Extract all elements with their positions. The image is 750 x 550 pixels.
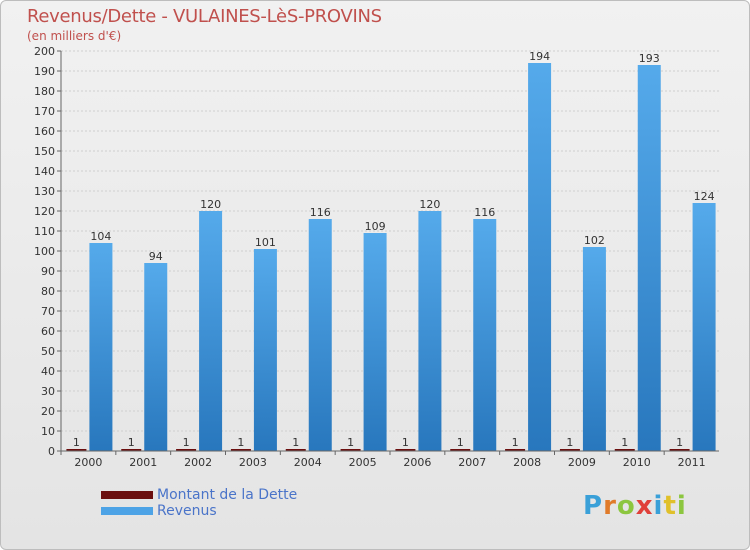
legend-label-dette: Montant de la Dette — [157, 487, 298, 503]
legend: Montant de la Dette Revenus — [101, 487, 297, 519]
proxiti-logo: Proxiti — [583, 491, 687, 521]
x-tick-label: 2004 — [294, 456, 322, 469]
value-label-dette: 1 — [183, 436, 190, 449]
bar-dette — [230, 449, 251, 451]
bar-revenus — [144, 263, 168, 451]
value-label-dette: 1 — [73, 436, 80, 449]
y-tick-label: 200 — [34, 45, 55, 58]
value-label-dette: 1 — [237, 436, 244, 449]
y-tick-label: 30 — [41, 385, 55, 398]
value-label-dette: 1 — [402, 436, 409, 449]
x-tick-label: 2002 — [184, 456, 212, 469]
x-tick-label: 2006 — [403, 456, 431, 469]
y-tick-label: 10 — [41, 425, 55, 438]
value-label-revenus: 94 — [149, 250, 163, 263]
y-tick-label: 180 — [34, 85, 55, 98]
value-label-dette: 1 — [347, 436, 354, 449]
value-label-dette: 1 — [292, 436, 299, 449]
legend-label-revenus: Revenus — [157, 503, 217, 519]
bar-revenus — [582, 247, 606, 451]
y-tick-label: 110 — [34, 225, 55, 238]
y-tick-label: 80 — [41, 285, 55, 298]
x-tick-label: 2000 — [74, 456, 102, 469]
bar-dette — [176, 449, 197, 451]
legend-swatch-dette — [101, 491, 153, 499]
y-tick-label: 190 — [34, 65, 55, 78]
x-tick-label: 2007 — [458, 456, 486, 469]
value-label-dette: 1 — [621, 436, 628, 449]
legend-item-dette: Montant de la Dette — [101, 487, 297, 503]
bar-dette — [395, 449, 416, 451]
y-tick-label: 150 — [34, 145, 55, 158]
x-tick-label: 2010 — [623, 456, 651, 469]
bar-revenus — [363, 233, 387, 451]
bar-revenus — [418, 211, 442, 451]
y-tick-label: 160 — [34, 125, 55, 138]
y-tick-label: 100 — [34, 245, 55, 258]
legend-item-revenus: Revenus — [101, 503, 297, 519]
bar-revenus — [637, 65, 661, 451]
value-label-revenus: 124 — [694, 190, 715, 203]
y-tick-label: 20 — [41, 405, 55, 418]
value-label-revenus: 102 — [584, 234, 605, 247]
x-tick-label: 2008 — [513, 456, 541, 469]
x-tick-label: 2011 — [678, 456, 706, 469]
y-tick-label: 120 — [34, 205, 55, 218]
y-tick-label: 140 — [34, 165, 55, 178]
legend-swatch-revenus — [101, 507, 153, 515]
y-tick-label: 170 — [34, 105, 55, 118]
value-label-revenus: 116 — [474, 206, 495, 219]
x-tick-label: 2009 — [568, 456, 596, 469]
x-tick-label: 2001 — [129, 456, 157, 469]
bar-dette — [340, 449, 361, 451]
y-tick-label: 60 — [41, 325, 55, 338]
y-tick-label: 40 — [41, 365, 55, 378]
bar-dette — [614, 449, 635, 451]
bar-dette — [450, 449, 471, 451]
y-tick-label: 70 — [41, 305, 55, 318]
bar-revenus — [473, 219, 497, 451]
bar-dette — [121, 449, 142, 451]
bar-revenus — [308, 219, 332, 451]
unit-label: (en milliers d'€) — [27, 29, 122, 43]
value-label-revenus: 194 — [529, 50, 550, 63]
bar-dette — [505, 449, 526, 451]
value-label-revenus: 193 — [639, 52, 660, 65]
bar-revenus — [692, 203, 716, 451]
value-label-dette: 1 — [128, 436, 135, 449]
bar-revenus — [199, 211, 223, 451]
value-label-dette: 1 — [676, 436, 683, 449]
bar-revenus — [528, 63, 552, 451]
bar-dette — [285, 449, 306, 451]
bar-dette — [559, 449, 580, 451]
bar-revenus — [253, 249, 277, 451]
x-tick-label: 2005 — [349, 456, 377, 469]
value-label-dette: 1 — [512, 436, 519, 449]
y-tick-label: 130 — [34, 185, 55, 198]
value-label-revenus: 120 — [200, 198, 221, 211]
value-label-revenus: 116 — [310, 206, 331, 219]
chart-title: Revenus/Dette - VULAINES-LèS-PROVINS — [27, 6, 382, 27]
value-label-revenus: 109 — [365, 220, 386, 233]
x-tick-label: 2003 — [239, 456, 267, 469]
value-label-dette: 1 — [566, 436, 573, 449]
y-tick-label: 90 — [41, 265, 55, 278]
value-label-revenus: 104 — [90, 230, 111, 243]
value-label-revenus: 120 — [419, 198, 440, 211]
y-tick-label: 0 — [48, 445, 55, 458]
bar-revenus — [89, 243, 113, 451]
bar-dette — [66, 449, 87, 451]
bar-dette — [669, 449, 690, 451]
value-label-dette: 1 — [457, 436, 464, 449]
value-label-revenus: 101 — [255, 236, 276, 249]
y-tick-label: 50 — [41, 345, 55, 358]
